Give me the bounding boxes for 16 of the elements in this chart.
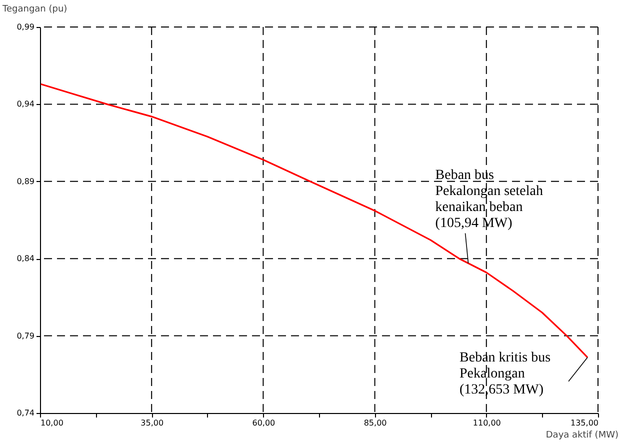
annotation: Beban bus Pekalongan setelah kenaikan beban (105,94 MW) xyxy=(435,168,543,232)
x-axis-title: Daya aktif (MW) xyxy=(546,430,618,440)
x-tick-label: 60,00 xyxy=(252,418,276,428)
y-tick-label: 0,89 xyxy=(16,176,34,186)
y-tick-label: 0,84 xyxy=(16,254,34,264)
x-tick-label: 85,00 xyxy=(364,418,387,428)
y-tick-label: 0,94 xyxy=(16,100,34,109)
x-tick-label: 110,00 xyxy=(472,418,501,428)
y-tick-label: 0,79 xyxy=(16,331,34,340)
x-tick-label: 10,00 xyxy=(40,418,64,428)
annotation: Beban kritis bus Pekalongan (132,653 MW) xyxy=(460,350,551,398)
x-tick-label: 35,00 xyxy=(140,418,164,428)
x-tick-label: 135,00 xyxy=(570,418,598,428)
y-tick-label: 0,74 xyxy=(16,408,34,418)
y-axis-title: Tegangan (pu) xyxy=(2,4,68,14)
y-tick-label: 0,99 xyxy=(16,22,34,32)
